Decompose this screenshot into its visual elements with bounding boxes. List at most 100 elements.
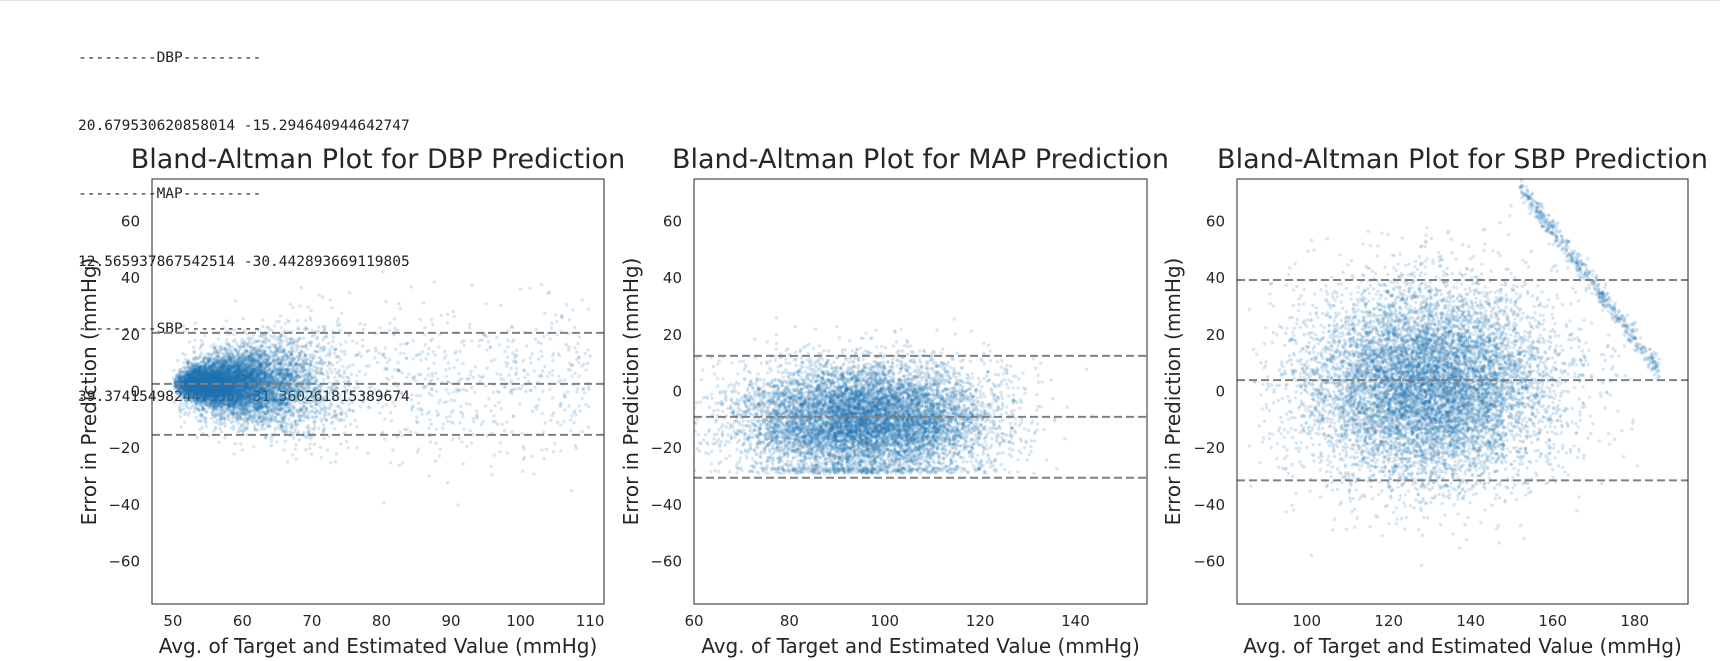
- scatter-point: [393, 326, 397, 330]
- scatter-point: [214, 375, 219, 380]
- scatter-point: [261, 388, 265, 392]
- scatter-point: [218, 373, 223, 377]
- scatter-point: [206, 387, 210, 391]
- scatter-point: [225, 390, 229, 394]
- scatter-point: [285, 343, 289, 348]
- scatter-point: [221, 367, 226, 371]
- scatter-point: [521, 469, 525, 473]
- scatter-point: [265, 361, 269, 365]
- scatter-point: [264, 400, 268, 404]
- scatter-point: [200, 386, 205, 391]
- scatter-point: [182, 366, 186, 370]
- scatter-point: [227, 376, 231, 381]
- scatter-point: [220, 364, 224, 368]
- scatter-point: [212, 370, 216, 374]
- scatter-point: [298, 353, 302, 358]
- scatter-point: [308, 316, 312, 320]
- scatter-point: [399, 351, 403, 355]
- scatter-point: [326, 413, 330, 417]
- scatter-point: [423, 377, 427, 381]
- scatter-point: [199, 386, 203, 391]
- scatter-point: [302, 378, 306, 382]
- scatter-point: [451, 309, 455, 314]
- scatter-point: [223, 347, 228, 352]
- scatter-point: [287, 349, 291, 354]
- scatter-point: [272, 375, 276, 379]
- scatter-point: [274, 391, 278, 395]
- scatter-point: [204, 398, 208, 402]
- scatter-point: [200, 374, 204, 378]
- scatter-point: [332, 398, 336, 402]
- scatter-point: [270, 359, 275, 363]
- scatter-point: [191, 368, 195, 372]
- scatter-point: [218, 404, 222, 408]
- scatter-point: [199, 376, 203, 381]
- scatter-point: [234, 374, 238, 378]
- scatter-point: [228, 394, 233, 398]
- scatter-point: [183, 400, 188, 404]
- scatter-point: [258, 357, 262, 361]
- scatter-point: [580, 396, 584, 401]
- scatter-point: [362, 399, 366, 403]
- scatter-point: [298, 390, 303, 394]
- scatter-point: [232, 406, 237, 411]
- scatter-point: [224, 319, 228, 323]
- scatter-point: [218, 372, 222, 376]
- scatter-point: [259, 396, 263, 401]
- scatter-point: [415, 394, 419, 398]
- scatter-point: [224, 368, 228, 372]
- scatter-point: [181, 324, 186, 328]
- scatter-point: [536, 340, 541, 344]
- scatter-point: [257, 405, 261, 409]
- scatter-point: [213, 375, 217, 379]
- scatter-point: [234, 400, 238, 404]
- scatter-point: [236, 379, 241, 384]
- scatter-point: [172, 368, 176, 372]
- scatter-point: [228, 365, 233, 370]
- scatter-point: [197, 369, 201, 373]
- scatter-point: [473, 365, 478, 369]
- scatter-point: [509, 381, 513, 385]
- scatter-point: [468, 322, 472, 326]
- scatter-point: [189, 397, 193, 401]
- scatter-point: [201, 373, 205, 377]
- scatter-point: [575, 357, 579, 362]
- scatter-point: [255, 393, 259, 397]
- scatter-point: [245, 364, 250, 368]
- scatter-point: [301, 384, 305, 388]
- scatter-point: [220, 393, 224, 397]
- scatter-point: [359, 354, 363, 359]
- scatter-point: [445, 312, 449, 316]
- scatter-point: [266, 404, 271, 409]
- scatter-point: [230, 388, 234, 392]
- scatter-point: [286, 364, 291, 368]
- scatter-point: [444, 416, 449, 420]
- scatter-point: [201, 373, 205, 378]
- scatter-point: [259, 346, 264, 351]
- scatter-point: [207, 373, 212, 378]
- scatter-point: [462, 427, 466, 431]
- scatter-point: [217, 393, 221, 398]
- scatter-point: [240, 392, 244, 396]
- scatter-point: [199, 390, 204, 394]
- scatter-point: [269, 350, 273, 354]
- scatter-point: [180, 373, 184, 378]
- scatter-point: [212, 352, 216, 356]
- scatter-point: [218, 375, 222, 379]
- scatter-point: [205, 377, 209, 381]
- scatter-point: [232, 369, 236, 373]
- scatter-point: [248, 372, 253, 376]
- scatter-point: [211, 375, 215, 380]
- scatter-point: [309, 308, 313, 313]
- scatter-point: [307, 369, 312, 374]
- scatter-point: [258, 367, 262, 372]
- scatter-point: [305, 436, 309, 440]
- scatter-point: [229, 391, 234, 395]
- scatter-point: [267, 377, 271, 381]
- scatter-point: [250, 400, 254, 405]
- scatter-point: [528, 389, 532, 393]
- scatter-point: [201, 406, 205, 411]
- scatter-point: [232, 394, 237, 398]
- scatter-point: [288, 394, 292, 398]
- scatter-point: [577, 374, 581, 378]
